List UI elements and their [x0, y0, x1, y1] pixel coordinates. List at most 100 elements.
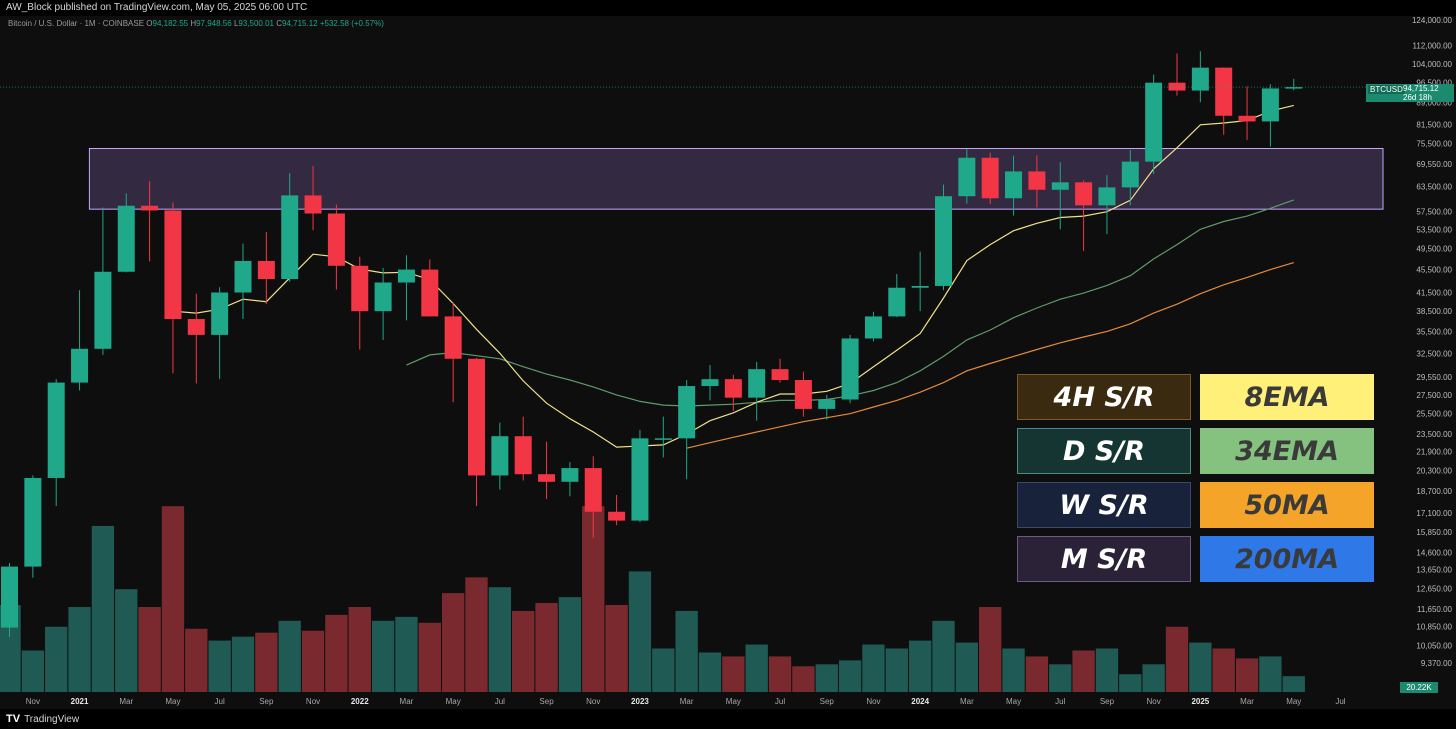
y-tick-label: 11,650.00	[1417, 605, 1453, 614]
candle-body	[71, 348, 89, 383]
candle-body	[234, 260, 252, 293]
x-tick-label: 2022	[351, 697, 369, 706]
candle-body	[654, 438, 672, 440]
x-tick-label: Sep	[1100, 697, 1115, 706]
publisher-bar: AW_Block published on TradingView.com, M…	[0, 0, 1456, 16]
footer-bar: TV TradingView	[0, 709, 1456, 729]
y-tick-label: 29,550.00	[1416, 373, 1452, 382]
volume-bar	[862, 644, 885, 692]
x-tick-label: 2021	[71, 697, 89, 706]
y-tick-label: 12,650.00	[1416, 584, 1452, 593]
volume-bar	[582, 506, 605, 692]
volume-bar	[255, 632, 278, 692]
legend-item-34ema: 34EMA	[1200, 428, 1374, 474]
y-tick-label: 89,000.00	[1416, 99, 1452, 108]
volume-bar	[838, 660, 862, 692]
volume-bar	[278, 620, 301, 692]
volume-bar	[395, 616, 418, 692]
volume-bar	[1025, 656, 1049, 692]
price-tag-symbol: BTCUSD	[1368, 85, 1405, 94]
legend-item-200ma: 200MA	[1200, 536, 1374, 582]
volume-bar	[418, 622, 441, 692]
candle-body	[444, 316, 462, 359]
open-label: O	[146, 19, 153, 28]
volume-bar	[488, 587, 512, 692]
volume-bar	[1049, 664, 1072, 692]
legend-item-d-s-r: D S/R	[1017, 428, 1191, 474]
volume-bar	[348, 606, 371, 692]
candle-body	[748, 369, 766, 398]
candle-body	[701, 379, 719, 387]
volume-bar	[932, 620, 955, 692]
candle-body	[771, 369, 789, 381]
x-tick-label: Nov	[866, 697, 880, 706]
volume-bar	[815, 664, 838, 692]
candle-body	[1168, 82, 1186, 91]
y-tick-label: 15,850.00	[1416, 528, 1452, 537]
x-tick-label: Jul	[1055, 697, 1065, 706]
x-tick-label: 2024	[911, 697, 929, 706]
y-tick-label: 69,550.00	[1416, 160, 1452, 169]
x-tick-label: 2025	[1191, 697, 1209, 706]
candle-body	[818, 399, 836, 409]
y-tick-label: 112,000.00	[1413, 41, 1453, 50]
candle-body	[538, 474, 556, 482]
volume-bar	[1002, 648, 1025, 692]
candle-body	[187, 319, 205, 335]
candle-body	[514, 436, 532, 475]
candle-body	[24, 477, 42, 567]
candle-body	[841, 338, 859, 400]
candle-body	[397, 269, 415, 283]
y-tick-label: 14,600.00	[1416, 549, 1452, 558]
x-tick-label: Nov	[306, 697, 320, 706]
x-tick-label: Jul	[215, 697, 225, 706]
publisher-text: AW_Block published on TradingView.com, M…	[6, 2, 308, 13]
volume-bar	[161, 506, 185, 692]
volume-bar	[1072, 650, 1095, 692]
x-tick-label: Nov	[26, 697, 40, 706]
candle-body	[1005, 171, 1023, 199]
x-tick-label: Sep	[539, 697, 554, 706]
volume-tag: 20.22K	[1400, 682, 1438, 693]
volume-bar	[628, 571, 652, 692]
y-tick-label: 49,500.00	[1416, 245, 1452, 254]
volume-bar	[1212, 648, 1235, 692]
legend-item-m-s-r: M S/R	[1017, 536, 1191, 582]
x-tick-label: Jul	[1335, 697, 1345, 706]
volume-bar	[698, 652, 722, 692]
x-tick-label: Sep	[820, 697, 835, 706]
price-chart[interactable]: 124,000.00 112,000.00 104,000.00 96,500.00 8…	[0, 0, 1456, 709]
candle-body	[1098, 187, 1116, 206]
candle-body	[1075, 182, 1093, 206]
candle-body	[164, 210, 182, 320]
volume-bar	[208, 640, 231, 692]
x-tick-label: Mar	[400, 697, 414, 706]
y-tick-label: 104,000.00	[1412, 60, 1453, 69]
volume-bar	[558, 597, 582, 692]
volume-bar	[722, 656, 745, 692]
candle-body	[1238, 115, 1256, 122]
candle-body	[421, 269, 439, 317]
ma50-line	[686, 262, 1294, 449]
price-change: +532.58 (+0.57%)	[319, 19, 384, 28]
volume-bar	[138, 606, 161, 692]
volume-bar	[605, 605, 628, 692]
y-tick-label: 17,100.00	[1416, 509, 1452, 518]
y-tick-label: 75,500.00	[1416, 140, 1452, 149]
candle-body	[117, 205, 135, 272]
candle-body	[327, 213, 345, 266]
candle-body	[351, 265, 369, 312]
high-value: 97,948.56	[196, 19, 232, 28]
y-tick-label: 57,500.00	[1416, 207, 1452, 216]
candle-body	[1028, 171, 1046, 190]
volume-bar	[792, 666, 815, 692]
candle-body	[1, 566, 18, 628]
volume-bar	[1165, 626, 1189, 692]
x-tick-label: Nov	[586, 697, 600, 706]
y-tick-label: 23,500.00	[1416, 430, 1452, 439]
candle-body	[47, 382, 65, 478]
candle-body	[911, 285, 929, 288]
candle-body	[678, 386, 696, 439]
volume-bar	[768, 656, 792, 692]
x-tick-label: Mar	[680, 697, 694, 706]
